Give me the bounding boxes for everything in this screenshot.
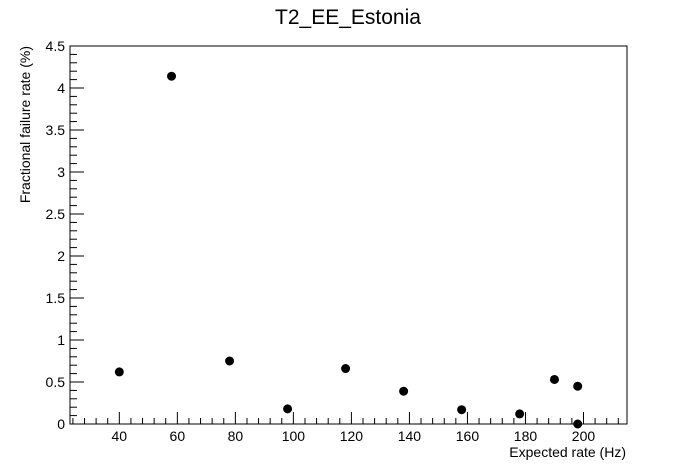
x-tick-label: 120 bbox=[340, 428, 364, 444]
data-point bbox=[114, 367, 124, 377]
data-point bbox=[167, 71, 177, 81]
y-tick-label: 2.5 bbox=[46, 206, 66, 222]
x-tick-label: 140 bbox=[398, 428, 422, 444]
data-points bbox=[114, 71, 583, 429]
data-point bbox=[399, 386, 409, 396]
x-axis-title: Expected rate (Hz) bbox=[509, 444, 626, 460]
x-axis-tick-labels: 40 60 80 100 120 140 160 180 200 bbox=[112, 428, 596, 444]
y-tick-label: 3.5 bbox=[46, 122, 66, 138]
x-tick-label: 160 bbox=[456, 428, 480, 444]
plot-frame bbox=[69, 45, 628, 425]
data-point bbox=[573, 419, 583, 429]
y-axis-tick-labels: 0 0.5 1 1.5 2 2.5 3 3.5 4 4.5 bbox=[46, 38, 66, 432]
data-point bbox=[573, 381, 583, 391]
data-point bbox=[283, 404, 293, 414]
x-tick-label: 100 bbox=[282, 428, 306, 444]
y-tick-label: 0 bbox=[57, 416, 65, 432]
y-tick-label: 2 bbox=[57, 248, 65, 264]
data-point bbox=[515, 409, 525, 419]
x-tick-label: 80 bbox=[228, 428, 244, 444]
data-point bbox=[225, 356, 235, 366]
data-point bbox=[341, 364, 351, 374]
y-axis-title: Fractional failure rate (%) bbox=[17, 46, 33, 203]
x-tick-label: 40 bbox=[112, 428, 128, 444]
y-tick-label: 1.5 bbox=[46, 290, 66, 306]
x-axis-ticks bbox=[72, 412, 619, 424]
data-point bbox=[549, 374, 559, 384]
y-tick-label: 0.5 bbox=[46, 374, 66, 390]
y-tick-label: 4.5 bbox=[46, 38, 66, 54]
x-tick-label: 180 bbox=[514, 428, 538, 444]
data-point bbox=[457, 405, 467, 415]
chart-title: T2_EE_Estonia bbox=[275, 6, 421, 29]
y-tick-label: 3 bbox=[57, 164, 65, 180]
y-axis-ticks bbox=[70, 45, 84, 425]
y-tick-label: 1 bbox=[57, 332, 65, 348]
y-tick-label: 4 bbox=[57, 80, 65, 96]
x-tick-label: 60 bbox=[170, 428, 186, 444]
x-tick-label: 200 bbox=[572, 428, 596, 444]
